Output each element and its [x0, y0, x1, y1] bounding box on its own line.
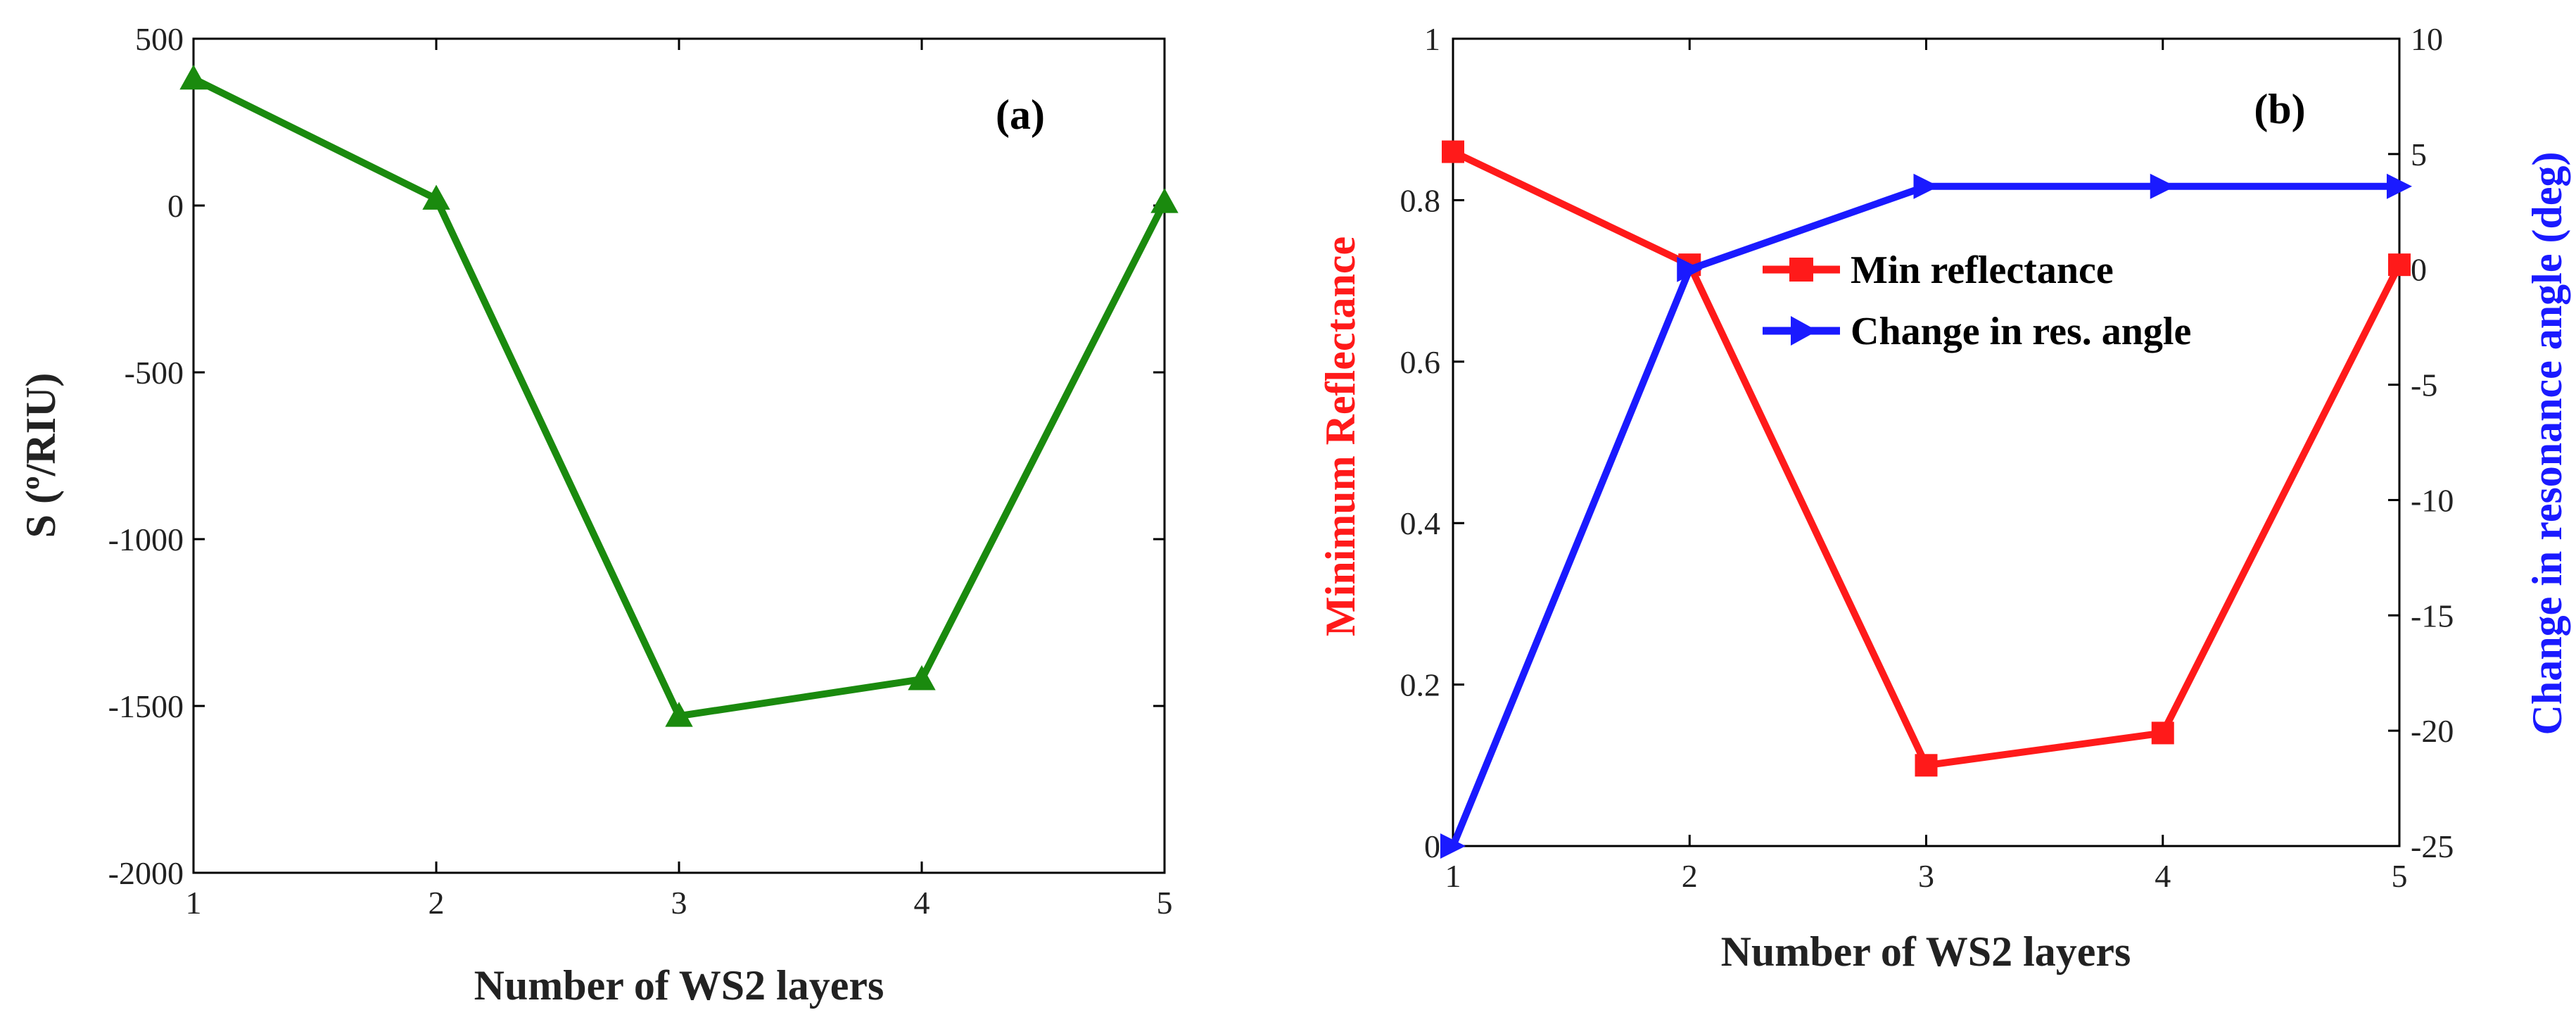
- chart-b-y-left-tick-label: 0.8: [1400, 182, 1441, 218]
- chart-b-data-point-change-in-res-angle: [2150, 173, 2176, 199]
- chart-b-data-point-change-in-res-angle: [1440, 833, 1466, 859]
- chart-a-data-point: [665, 702, 693, 727]
- chart-b-y-left-tick-label: 0.6: [1400, 344, 1441, 380]
- chart-a-data-point: [422, 184, 450, 210]
- legend-marker-change-in-res-angle: [1791, 316, 1817, 346]
- chart-a-y-tick-label: 500: [135, 21, 184, 57]
- chart-a-data-point: [908, 665, 936, 690]
- chart-b-plot-frame: [1452, 37, 2401, 847]
- chart-b-y-left-tick-label: 0.4: [1400, 505, 1441, 541]
- chart-a-x-tick-label: 4: [914, 885, 930, 921]
- chart-b-y-left-tick-label: 0.2: [1400, 667, 1441, 703]
- chart-b: 1 2 3 4 5 0 0.2 0.4 0.6 0.8 1 -25 -20 -15 -10 -5 0 5 10 (b…: [1317, 21, 2570, 975]
- chart-a-x-tick-label: 2: [429, 885, 445, 921]
- legend-label-min-reflectance: Min reflectance: [1851, 248, 2114, 292]
- chart-a-y-tick-label: -1500: [108, 688, 184, 724]
- chart-a-ticks: 1 2 3 4 5 -2000 -1500 -1000 -500 0 500: [108, 21, 1173, 921]
- chart-a-plot-frame: [192, 37, 1166, 874]
- chart-b-x-tick-label: 5: [2392, 858, 2408, 894]
- chart-b-data-point-change-in-res-angle: [1913, 173, 1939, 199]
- chart-a-x-tick-label: 3: [671, 885, 687, 921]
- chart-b-y-right-tick-label: -20: [2411, 713, 2454, 749]
- chart-a-x-tick-label: 5: [1157, 885, 1173, 921]
- chart-b-y-right-tick-label: 5: [2411, 137, 2427, 172]
- chart-b-x-tick-label: 3: [1918, 858, 1934, 894]
- chart-b-y-axis-left-label: Minimum Reflectance: [1317, 236, 1364, 636]
- chart-a-y-tick-label: 0: [167, 188, 184, 224]
- chart-b-series-line-min-reflectance: [1451, 149, 2403, 769]
- chart-b-series: [1440, 140, 2412, 859]
- chart-b-data-point-min-reflectance: [2388, 253, 2411, 277]
- chart-b-y-axis-right-label: Change in resonance angle (deg): [2524, 152, 2570, 736]
- chart-a: 1 2 3 4 5 -2000 -1500 -1000 -500 0 500 (a) Number …: [18, 21, 1179, 1009]
- chart-b-data-point-min-reflectance: [1915, 754, 1938, 777]
- chart-a-x-axis-label: Number of WS2 layers: [474, 962, 884, 1009]
- chart-b-y-right-tick-label: -10: [2411, 482, 2454, 518]
- chart-a-series-line: [191, 75, 1168, 720]
- chart-b-x-tick-label: 1: [1445, 858, 1461, 894]
- chart-b-panel-label: (b): [2254, 86, 2305, 132]
- chart-a-data-point: [1150, 188, 1179, 213]
- chart-a-y-axis-label: S (º/RIU): [18, 373, 64, 538]
- chart-a-y-tick-label: -500: [125, 355, 184, 391]
- chart-b-data-point-min-reflectance: [2151, 721, 2174, 745]
- chart-b-data-point-change-in-res-angle: [1677, 256, 1703, 282]
- chart-a-data-point: [179, 64, 208, 90]
- chart-b-y-right-tick-label: 10: [2411, 21, 2443, 57]
- chart-b-y-left-tick-label: 0: [1424, 828, 1440, 864]
- chart-b-y-right-tick-label: -25: [2411, 828, 2454, 864]
- chart-b-y-left-tick-label: 1: [1424, 21, 1440, 57]
- chart-b-x-axis-label: Number of WS2 layers: [1721, 928, 2131, 975]
- chart-a-x-tick-label: 1: [186, 885, 202, 921]
- chart-b-data-point-change-in-res-angle: [2387, 173, 2412, 199]
- chart-b-legend: Min reflectance Change in res. angle: [1763, 248, 2191, 353]
- chart-b-y-right-tick-label: 0: [2411, 252, 2427, 288]
- chart-b-ticks: 1 2 3 4 5 0 0.2 0.4 0.6 0.8 1 -25 -20 -15 -10 -5 0 5 10: [1400, 21, 2454, 894]
- chart-a-panel-label: (a): [996, 92, 1045, 138]
- legend-label-change-in-res-angle: Change in res. angle: [1851, 310, 2191, 353]
- chart-b-x-tick-label: 2: [1682, 858, 1698, 894]
- chart-b-y-right-tick-label: -15: [2411, 598, 2454, 633]
- chart-a-series: [179, 64, 1179, 727]
- chart-a-y-tick-label: -1000: [108, 522, 184, 557]
- legend-marker-min-reflectance: [1789, 258, 1813, 282]
- chart-b-data-point-min-reflectance: [1442, 140, 1464, 163]
- chart-b-y-right-tick-label: -5: [2411, 367, 2437, 403]
- chart-a-y-tick-label: -2000: [108, 855, 184, 891]
- chart-b-x-tick-label: 4: [2155, 858, 2171, 894]
